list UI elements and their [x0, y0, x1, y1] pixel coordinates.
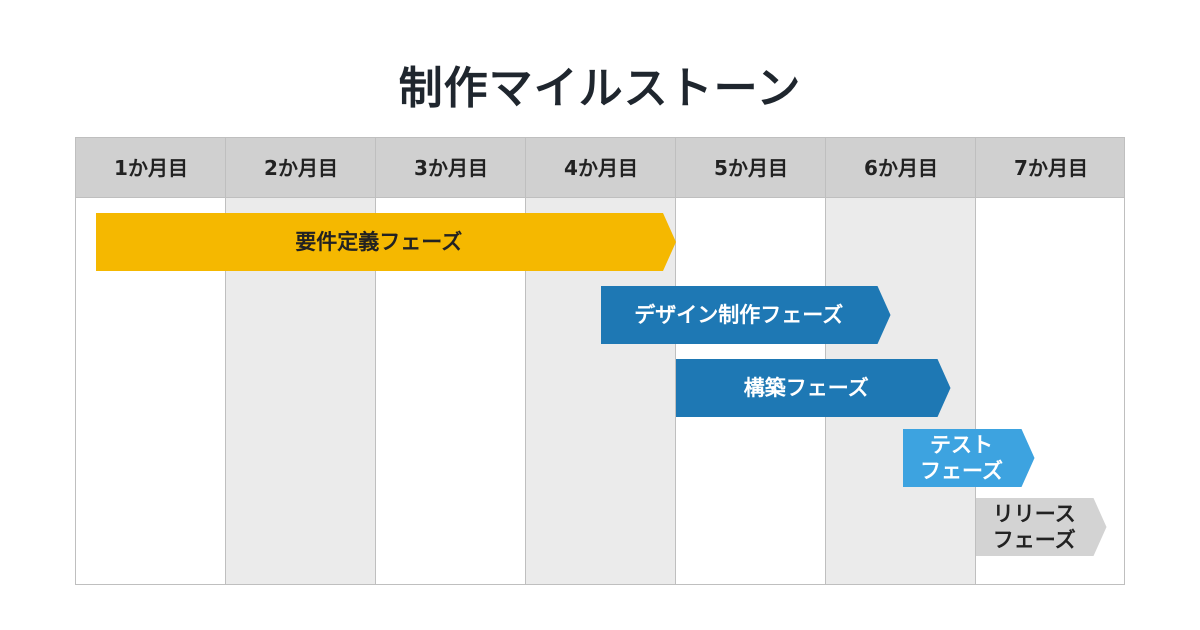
month-header-5: 5か月目	[714, 156, 788, 180]
month-header-7: 7か月目	[1014, 156, 1088, 180]
grid-line	[525, 138, 526, 584]
phase-label: 要件定義フェーズ	[295, 229, 463, 254]
phase-label: 構築フェーズ	[743, 375, 869, 400]
month-header-4: 4か月目	[564, 156, 638, 180]
grid-line	[675, 138, 676, 584]
phase-bar-5: リリース フェーズ	[976, 498, 1107, 556]
phase-label: デザイン制作フェーズ	[634, 302, 844, 327]
month-header-1: 1か月目	[114, 156, 188, 180]
phase-bar-4: テスト フェーズ	[903, 429, 1035, 487]
month-header-6: 6か月目	[864, 156, 938, 180]
grid-line	[375, 138, 376, 584]
page-title: 制作マイルストーン	[398, 63, 802, 114]
header-divider	[76, 197, 1124, 198]
phase-bar-2: デザイン制作フェーズ	[601, 286, 891, 344]
month-header-row: 1か月目 2か月目 3か月目 4か月目 5か月目 6か月目 7か月目	[76, 138, 1124, 198]
grid-line	[975, 138, 976, 584]
grid-line	[225, 138, 226, 584]
phase-bar-3: 構築フェーズ	[676, 359, 951, 417]
month-header-2: 2か月目	[264, 156, 338, 180]
gantt-chart: 1か月目 2か月目 3か月目 4か月目 5か月目 6か月目 7か月目 要件定義フェーズデザイ…	[75, 137, 1125, 585]
month-header-3: 3か月目	[414, 156, 488, 180]
phase-bar-1: 要件定義フェーズ	[96, 213, 677, 271]
phase-label: リリース フェーズ	[992, 501, 1076, 552]
phase-label: テスト フェーズ	[920, 432, 1003, 483]
